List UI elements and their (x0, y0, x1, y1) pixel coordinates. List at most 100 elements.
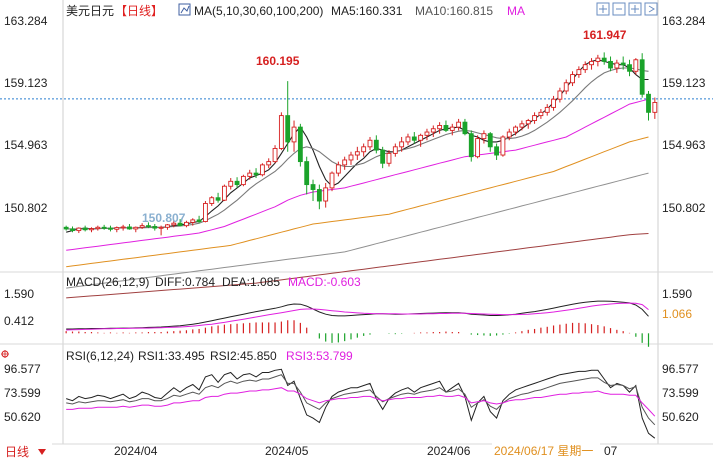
candle-body (506, 131, 512, 138)
price-label-left: 150.802 (4, 201, 48, 215)
candle-body (89, 228, 94, 231)
candle-body (354, 151, 360, 156)
candle-body (114, 227, 120, 230)
candle-body (247, 172, 253, 177)
candle-body (462, 121, 468, 135)
candle-body (76, 227, 82, 232)
period-tab[interactable] (0, 443, 52, 460)
rsi2-line (66, 374, 656, 426)
ma-more: MA (507, 4, 525, 18)
rsi2-value: RSI2:45.850 (210, 349, 277, 363)
candle-body (101, 226, 107, 229)
candle-body (316, 189, 322, 202)
candle-body (608, 60, 613, 69)
candle-body (582, 64, 588, 71)
candle-body (633, 59, 639, 72)
crosshair-icon[interactable] (596, 2, 610, 16)
candle-body (310, 184, 316, 190)
candle-body (335, 164, 341, 174)
price-label-left: 154.963 (4, 138, 48, 152)
macd-params: MACD(26,12,9) (66, 275, 149, 289)
candle-body (576, 69, 582, 76)
candle-body (475, 138, 481, 158)
period-tab-label[interactable]: 日线 (5, 445, 29, 459)
rsi1-line (66, 368, 656, 439)
period-label[interactable]: 【日线】 (115, 4, 163, 18)
scroll-right-icon[interactable] (644, 2, 658, 16)
candle-body (171, 222, 177, 226)
macd-value: MACD:-0.603 (288, 275, 361, 289)
candle-body (595, 57, 601, 62)
candle-body (544, 106, 550, 113)
macd-axis-label-right: 1.066 (662, 307, 692, 321)
candle-body (601, 57, 607, 62)
zoom-in-icon[interactable] (628, 2, 642, 16)
zoom-out-icon[interactable] (612, 2, 626, 16)
rsi-axis-label-left: 50.620 (4, 410, 41, 424)
rsi-axis-label-right: 96.577 (662, 362, 699, 376)
candle-body (519, 123, 525, 128)
candle-body (234, 180, 240, 186)
x-axis-label: 2024/05 (265, 444, 309, 458)
rsi-params: RSI(6,12,24) (66, 349, 134, 363)
candle-body (304, 161, 310, 186)
ma10-value: MA10:160.815 (415, 4, 493, 18)
candle-body (652, 102, 658, 113)
annotation-high-1: 160.195 (256, 54, 300, 68)
candle-body (487, 133, 493, 148)
rsi-pane (66, 368, 656, 439)
macd-pane (65, 300, 650, 347)
candle-body (127, 226, 132, 230)
ma-line-ma100 (66, 172, 649, 289)
macd-dea-line (66, 302, 649, 331)
candle-body (627, 64, 632, 72)
candle-body (266, 161, 272, 166)
candle-body (494, 146, 500, 156)
candle-body (411, 136, 417, 141)
rsi-axis-label-left: 96.577 (4, 362, 41, 376)
candle-body (297, 126, 303, 163)
candle-body (373, 139, 379, 151)
ma-line-ma200 (66, 233, 649, 299)
annotation-low-1: 150.807 (142, 211, 186, 225)
candle-body (70, 228, 75, 232)
x-axis-label: 2024/04 (114, 444, 158, 458)
ma-params: MA(5,10,30,60,100,200) (194, 4, 323, 18)
rsi-toggle-icon[interactable] (1, 350, 9, 358)
rsi3-line (66, 387, 656, 417)
candle-body (63, 226, 69, 230)
price-label-right: 150.802 (662, 201, 706, 215)
ma-line-ma30 (66, 98, 649, 251)
trend-glyph-icon (180, 5, 190, 14)
rsi-axis-label-right: 73.599 (662, 386, 699, 400)
candle-body (418, 134, 424, 141)
candle-body (215, 197, 221, 201)
price-label-right: 163.284 (662, 14, 706, 28)
candle-body (538, 111, 544, 117)
macd-axis-label-left: 1.590 (4, 287, 34, 301)
candle-body (551, 98, 556, 108)
x-axis-tail: 07 (604, 444, 618, 458)
candle-body (348, 154, 354, 161)
candle-body (146, 225, 151, 228)
toolbar-icons (596, 2, 658, 16)
candle-body (563, 82, 569, 92)
candle-body (165, 224, 170, 228)
settings-icon[interactable] (178, 3, 191, 16)
rsi-axis-label-left: 73.599 (4, 386, 41, 400)
candle-body (259, 164, 265, 176)
candle-body (430, 128, 436, 133)
candle-body (424, 131, 430, 136)
candle-body (285, 115, 291, 143)
chevron-down-icon[interactable] (38, 449, 46, 455)
macd-axis-label-right: 1.590 (662, 287, 692, 301)
price-label-left: 163.284 (4, 14, 48, 28)
candles (63, 52, 658, 236)
candle-body (221, 185, 227, 201)
candle-body (449, 126, 455, 131)
candle-body (367, 139, 373, 148)
